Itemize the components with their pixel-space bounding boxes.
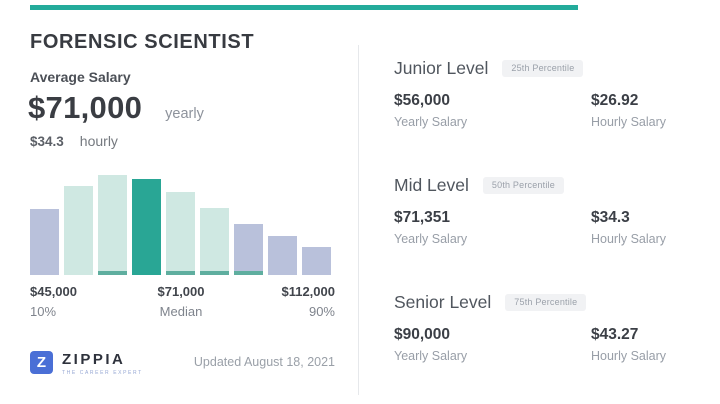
marker-value: $71,000	[157, 284, 205, 299]
level-yearly-value: $71,351	[394, 209, 451, 226]
yearly-column: $56,000 Yearly Salary	[394, 92, 467, 129]
zippia-tagline: THE CAREER EXPERT	[62, 370, 143, 376]
level-title: Mid Level	[394, 175, 469, 195]
yearly-salary-value: $71,000	[28, 90, 143, 125]
zippia-logo-text: ZIPPIA THE CAREER EXPERT	[62, 351, 143, 376]
marker-median: $71,000 Median	[146, 284, 216, 319]
hourly-column: $26.92 Hourly Salary	[591, 92, 666, 129]
salary-distribution-bar	[302, 247, 331, 275]
vertical-divider	[358, 45, 359, 395]
hourly-salary-row: $34.3 hourly	[30, 133, 118, 149]
level-yearly-label: Yearly Salary	[394, 349, 468, 363]
level-hourly-label: Hourly Salary	[591, 115, 667, 129]
salary-levels-pane: Junior Level 25th Percentile $56,000 Yea…	[394, 0, 720, 404]
level-title: Junior Level	[394, 58, 489, 78]
salary-distribution-bar	[268, 236, 297, 275]
marker-90th-percentile: $112,000 90%	[245, 284, 335, 319]
level-yearly-label: Yearly Salary	[394, 232, 468, 246]
bar-base-strip	[166, 271, 195, 275]
marker-10th-percentile: $45,000 10%	[30, 284, 77, 319]
level-hourly-label: Hourly Salary	[591, 349, 667, 363]
yearly-column: $90,000 Yearly Salary	[394, 326, 467, 363]
level-title: Senior Level	[394, 292, 492, 312]
yearly-salary-row: $71,000 yearly	[28, 90, 204, 126]
average-salary-label: Average Salary	[30, 69, 131, 85]
salary-distribution-bar	[98, 175, 127, 275]
level-yearly-label: Yearly Salary	[394, 115, 468, 129]
level-header: Mid Level 50th Percentile	[394, 175, 720, 195]
marker-value: $45,000	[30, 284, 77, 299]
zippia-logo-icon: Z	[30, 351, 53, 374]
hourly-salary-unit: hourly	[79, 133, 118, 149]
level-section: Junior Level 25th Percentile $56,000 Yea…	[394, 58, 720, 134]
level-yearly-value: $90,000	[394, 326, 451, 343]
level-columns: $56,000 Yearly Salary $26.92 Hourly Sala…	[394, 92, 720, 134]
level-columns: $90,000 Yearly Salary $43.27 Hourly Sala…	[394, 326, 720, 368]
yearly-salary-unit: yearly	[165, 106, 204, 122]
salary-distribution-bar	[30, 209, 59, 275]
hourly-salary-value: $34.3	[30, 134, 64, 149]
hourly-column: $34.3 Hourly Salary	[591, 209, 666, 246]
level-hourly-value: $34.3	[591, 209, 630, 226]
level-yearly-value: $56,000	[394, 92, 451, 109]
percentile-badge: 50th Percentile	[482, 176, 564, 194]
accent-bar	[30, 5, 578, 10]
zippia-logo: Z ZIPPIA THE CAREER EXPERT	[30, 351, 143, 376]
level-header: Senior Level 75th Percentile	[394, 292, 720, 312]
page-title: FORENSIC SCIENTIST	[30, 31, 255, 53]
marker-label: Median	[159, 304, 203, 319]
bar-base-strip	[200, 271, 229, 275]
bar-base-strip	[98, 271, 127, 275]
bar-base-strip	[234, 271, 263, 275]
level-hourly-value: $26.92	[591, 92, 639, 109]
marker-label: 10%	[30, 304, 57, 319]
marker-value: $112,000	[281, 284, 335, 299]
marker-label: 90%	[308, 304, 335, 319]
percentile-badge: 75th Percentile	[505, 293, 587, 311]
percentile-badge: 25th Percentile	[502, 59, 584, 77]
salary-distribution-bar	[200, 208, 229, 275]
level-hourly-value: $43.27	[591, 326, 639, 343]
level-header: Junior Level 25th Percentile	[394, 58, 720, 78]
level-hourly-label: Hourly Salary	[591, 232, 667, 246]
salary-distribution-bar	[132, 179, 161, 275]
level-section: Mid Level 50th Percentile $71,351 Yearly…	[394, 175, 720, 251]
hourly-column: $43.27 Hourly Salary	[591, 326, 666, 363]
salary-distribution-bar	[234, 224, 263, 275]
salary-distribution-chart	[30, 175, 331, 275]
updated-date: Updated August 18, 2021	[193, 355, 335, 369]
salary-distribution-bar	[166, 192, 195, 275]
level-section: Senior Level 75th Percentile $90,000 Yea…	[394, 292, 720, 368]
level-columns: $71,351 Yearly Salary $34.3 Hourly Salar…	[394, 209, 720, 251]
zippia-wordmark: ZIPPIA	[62, 351, 126, 368]
salary-distribution-bar	[64, 186, 93, 275]
yearly-column: $71,351 Yearly Salary	[394, 209, 467, 246]
